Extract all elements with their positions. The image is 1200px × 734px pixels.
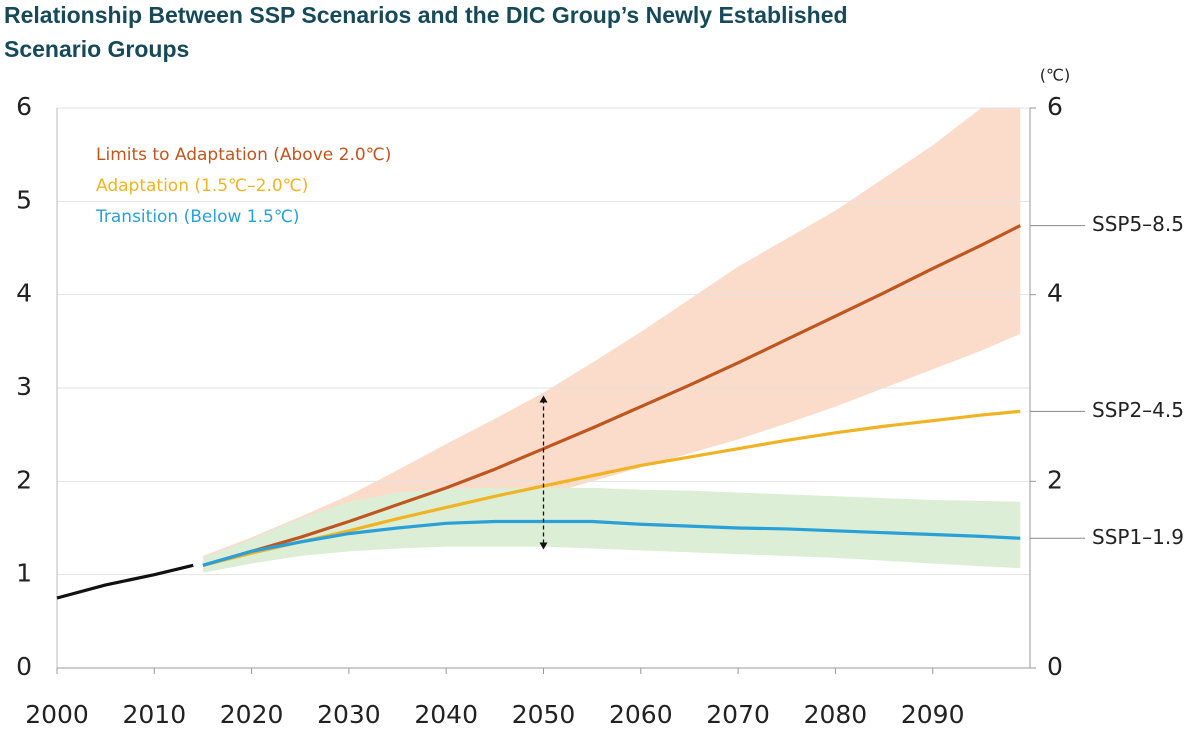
x-tick-label: 2080 — [804, 700, 868, 729]
y2-unit: (℃) — [1040, 66, 1070, 85]
arrow-head — [539, 395, 548, 403]
y-tick-label: 5 — [16, 185, 32, 214]
series-line — [202, 409, 1021, 567]
y-tick-label: 3 — [16, 372, 32, 401]
series-line — [202, 519, 1021, 567]
y2-tick-label: 4 — [1047, 279, 1063, 308]
y-tick-label: 4 — [16, 279, 32, 308]
series-label: SSP2–4.5 — [1092, 398, 1184, 422]
series-label: SSP5–8.5 — [1092, 212, 1184, 236]
series-line — [56, 563, 194, 600]
y2-tick-label: 6 — [1047, 92, 1063, 121]
uncertainty-band — [202, 108, 1021, 570]
x-tick-label: 2010 — [122, 700, 186, 729]
legend-entry: Transition (Below 1.5℃) — [95, 207, 300, 227]
arrow-head — [539, 542, 548, 550]
legend-entry: Limits to Adaptation (Above 2.0℃) — [96, 145, 391, 165]
x-tick-label: 2030 — [317, 700, 381, 729]
y2-tick-label: 0 — [1047, 652, 1063, 681]
chart-title: Relationship Between SSP Scenarios and t… — [4, 2, 848, 28]
x-tick-label: 2000 — [25, 700, 89, 729]
uncertainty-band — [202, 487, 1021, 573]
legend-entry: Adaptation (1.5℃–2.0℃) — [96, 176, 308, 196]
x-tick-label: 2060 — [609, 700, 673, 729]
x-tick-label: 2070 — [706, 700, 770, 729]
y-tick-label: 2 — [16, 465, 32, 494]
x-tick-label: 2040 — [414, 700, 478, 729]
chart-subtitle: Scenario Groups — [4, 36, 189, 62]
series-line — [202, 224, 1021, 567]
series-label: SSP1–1.9 — [1092, 525, 1184, 549]
y2-tick-label: 2 — [1047, 465, 1063, 494]
x-tick-label: 2090 — [901, 700, 965, 729]
y-tick-label: 0 — [16, 652, 32, 681]
bands — [202, 108, 1021, 573]
y-tick-label: 6 — [16, 92, 32, 121]
y-tick-label: 1 — [16, 559, 32, 588]
x-tick-label: 2020 — [220, 700, 284, 729]
x-tick-label: 2050 — [512, 700, 576, 729]
